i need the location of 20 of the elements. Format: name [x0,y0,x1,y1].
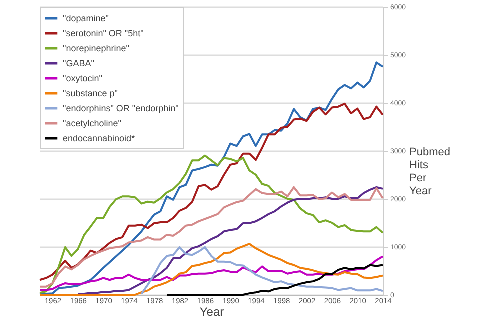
line-series [39,186,384,288]
line-series [39,62,384,296]
line-series [39,102,384,282]
line-series [166,264,384,296]
legend-label: "norepinephrine" [63,44,130,54]
legend-label: "serotonin" OR "5ht" [63,28,144,38]
line-series [39,154,384,294]
legend-label: "dopamine" [63,14,109,24]
legend-label: "GABA" [63,58,94,68]
y-axis-title: Pubmed Hits Per Year [410,146,450,198]
line-series [77,186,384,296]
line-series [39,256,384,292]
legend-label: "oxytocin" [63,74,102,84]
legend-label: "endorphins" OR "endorphin" [63,104,179,114]
line-series [140,246,384,296]
x-axis-title: Year [200,305,224,319]
legend-label: endocannabinoid* [63,134,136,144]
legend-label: "acetylcholine" [63,118,122,128]
legend-label: "substance p" [63,88,118,98]
line-series [39,243,384,296]
